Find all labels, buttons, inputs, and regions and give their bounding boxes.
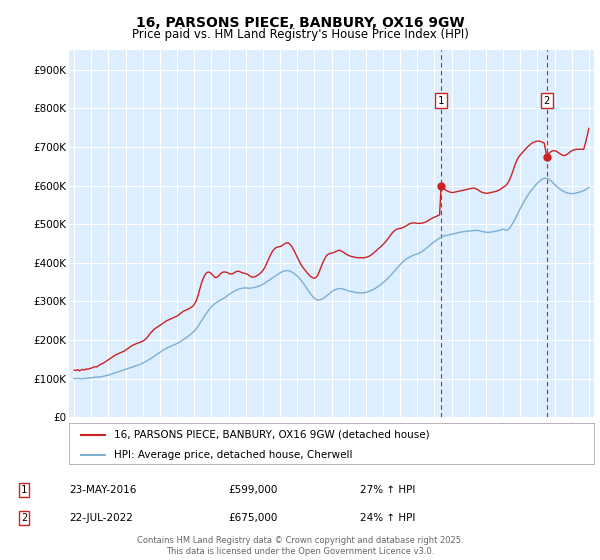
Text: 16, PARSONS PIECE, BANBURY, OX16 9GW (detached house): 16, PARSONS PIECE, BANBURY, OX16 9GW (de… bbox=[113, 430, 429, 440]
Text: 2: 2 bbox=[21, 513, 27, 523]
Text: £599,000: £599,000 bbox=[228, 485, 277, 495]
Text: 27% ↑ HPI: 27% ↑ HPI bbox=[360, 485, 415, 495]
Text: Contains HM Land Registry data © Crown copyright and database right 2025.
This d: Contains HM Land Registry data © Crown c… bbox=[137, 536, 463, 556]
Text: 22-JUL-2022: 22-JUL-2022 bbox=[69, 513, 133, 523]
Text: HPI: Average price, detached house, Cherwell: HPI: Average price, detached house, Cher… bbox=[113, 450, 352, 460]
Text: 1: 1 bbox=[438, 96, 444, 106]
Text: £675,000: £675,000 bbox=[228, 513, 277, 523]
Text: 24% ↑ HPI: 24% ↑ HPI bbox=[360, 513, 415, 523]
Text: 16, PARSONS PIECE, BANBURY, OX16 9GW: 16, PARSONS PIECE, BANBURY, OX16 9GW bbox=[136, 16, 464, 30]
Text: 23-MAY-2016: 23-MAY-2016 bbox=[69, 485, 136, 495]
Text: 2: 2 bbox=[544, 96, 550, 106]
Text: Price paid vs. HM Land Registry's House Price Index (HPI): Price paid vs. HM Land Registry's House … bbox=[131, 28, 469, 41]
Text: 1: 1 bbox=[21, 485, 27, 495]
